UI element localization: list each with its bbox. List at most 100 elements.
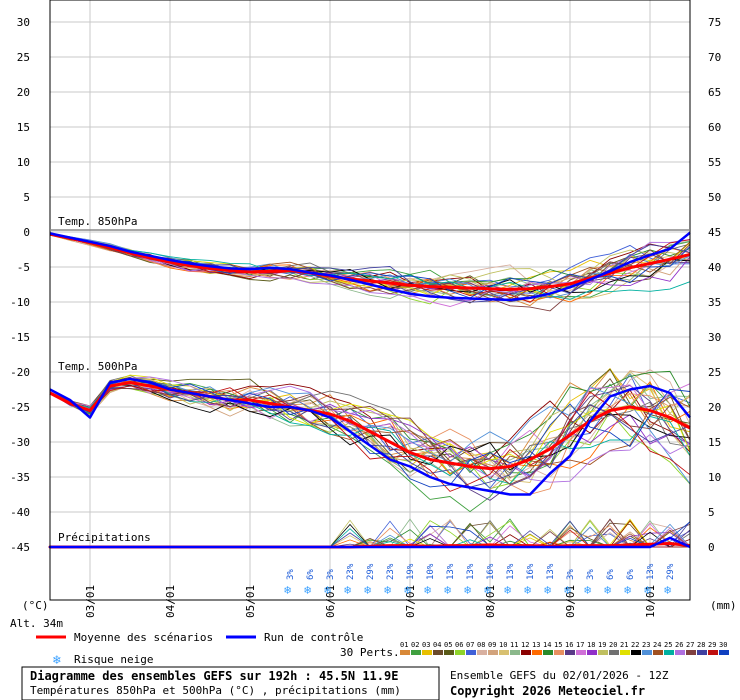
- right-tick-label: 75: [708, 16, 721, 29]
- snowflake-icon: ❄: [404, 583, 411, 597]
- snowflake-icon: ❄: [444, 583, 451, 597]
- perturbation-line: [49, 378, 691, 488]
- perturbation-legend-label: 30: [719, 641, 727, 649]
- snowflake-icon: ❄: [504, 583, 511, 597]
- perturbation-legend-label: 25: [664, 641, 672, 649]
- perturbation-legend-swatch: [488, 650, 498, 655]
- perturbation-legend-label: 01: [400, 641, 408, 649]
- snowflake-icon: ❄: [364, 583, 371, 597]
- snow-risk-label: 3%: [566, 569, 576, 580]
- perturbation-legend-label: 21: [620, 641, 628, 649]
- perturbation-line: [49, 383, 691, 488]
- snow-risk-label: 29%: [366, 563, 376, 580]
- perturbation-legend-swatch: [609, 650, 619, 655]
- copyright: Copyright 2026 Meteociel.fr: [450, 684, 645, 698]
- perturbation-legend: 01 02 03 04 05 06 07 08 09 10 11 12 13 14 15 16 17 18 19 20…: [400, 641, 729, 655]
- left-tick-label: -40: [10, 506, 30, 519]
- legend-perturbations-label: 30 Perts.: [340, 646, 400, 659]
- left-tick-label: 30: [17, 16, 30, 29]
- left-tick-label: -25: [10, 401, 30, 414]
- chart-title: Diagramme des ensembles GEFS sur 192h : …: [30, 669, 398, 683]
- perturbation-line: [49, 376, 691, 483]
- right-tick-label: 30: [708, 331, 721, 344]
- perturbation-legend-label: 13: [532, 641, 540, 649]
- perturbation-line: [49, 233, 691, 300]
- snow-risk-label: 23%: [386, 563, 396, 580]
- perturbation-legend-label: 02: [411, 641, 419, 649]
- perturbation-legend-label: 04: [433, 641, 441, 649]
- right-tick-label: 45: [708, 226, 721, 239]
- perturbation-legend-swatch: [642, 650, 652, 655]
- label-precip: Précipitations: [58, 531, 151, 544]
- perturbation-legend-label: 28: [697, 641, 705, 649]
- perturbation-legend-swatch: [444, 650, 454, 655]
- snowflake-icon: ❄: [524, 583, 531, 597]
- perturbation-legend-label: 18: [587, 641, 595, 649]
- snow-risk-label: 16%: [486, 563, 496, 580]
- perturbation-line: [49, 385, 691, 492]
- snow-risk-label: 13%: [546, 563, 556, 580]
- x-tick-label: 10/01: [644, 585, 657, 618]
- label-t850: Temp. 850hPa: [58, 215, 137, 228]
- snow-risk-label: 6%: [306, 569, 316, 580]
- left-axis-ticks: 30 25 20 15 10 5 0 -5 -10 -15 -20 -25 -30 -35 -40 -45: [10, 16, 30, 554]
- perturbation-legend-label: 03: [422, 641, 430, 649]
- perturbation-line: [49, 233, 691, 299]
- snow-risk-label: 6%: [626, 569, 636, 580]
- perturbation-legend-swatch: [675, 650, 685, 655]
- perturbation-legend-swatch: [576, 650, 586, 655]
- snowflake-icon: ❄: [624, 583, 631, 597]
- left-tick-label: -5: [17, 261, 30, 274]
- perturbation-legend-swatch: [521, 650, 531, 655]
- snow-risk-label: 16%: [526, 563, 536, 580]
- left-tick-label: -35: [10, 471, 30, 484]
- perturbation-legend-swatch: [455, 650, 465, 655]
- perturbation-legend-swatch: [466, 650, 476, 655]
- perturbation-legend-swatch: [532, 650, 542, 655]
- right-unit: (mm): [710, 599, 737, 612]
- snowflake-icon: ❄: [284, 583, 291, 597]
- perturbation-line: [49, 233, 691, 305]
- perturbation-legend-label: 08: [477, 641, 485, 649]
- t850-control-line: [49, 231, 691, 302]
- snow-risk-row: 3% ❄ 6% ❄ 3% ❄ 23% ❄ 29% ❄ 23% ❄ 19% ❄ 10% ❄ 13% ❄ 13% ❄ 16%…: [284, 563, 676, 597]
- snow-risk-label: 23%: [346, 563, 356, 580]
- snowflake-icon: ❄: [344, 583, 351, 597]
- snow-risk-label: 3%: [326, 569, 336, 580]
- x-tick-label: 09/01: [564, 585, 577, 618]
- left-tick-label: -20: [10, 366, 30, 379]
- snowflake-icon: ❄: [604, 583, 611, 597]
- perturbation-line: [49, 233, 691, 299]
- x-tick-label: 06/01: [324, 585, 337, 618]
- label-t500: Temp. 500hPa: [58, 360, 137, 373]
- perturbation-legend-label: 14: [543, 641, 551, 649]
- snowflake-icon: ❄: [424, 583, 431, 597]
- perturbation-legend-swatch: [510, 650, 520, 655]
- perturbation-line: [49, 233, 691, 298]
- left-tick-label: -15: [10, 331, 30, 344]
- right-tick-label: 35: [708, 296, 721, 309]
- perturbation-legend-swatch: [697, 650, 707, 655]
- perturbation-legend-label: 20: [609, 641, 617, 649]
- x-tick-label: 08/01: [484, 585, 497, 618]
- perturbation-legend-label: 17: [576, 641, 584, 649]
- perturbation-legend-swatch: [664, 650, 674, 655]
- perturbation-line: [49, 387, 691, 485]
- right-tick-label: 25: [708, 366, 721, 379]
- right-tick-label: 50: [708, 191, 721, 204]
- x-axis-ticks: 03/01 04/01 05/01 06/01 07/01 08/01 09/01 10/01: [84, 585, 657, 618]
- perturbation-legend-swatch: [719, 650, 729, 655]
- right-tick-label: 0: [708, 541, 715, 554]
- perturbation-legend-swatch: [631, 650, 641, 655]
- altitude: Alt. 34m: [10, 617, 63, 630]
- x-tick-label: 05/01: [244, 585, 257, 618]
- perturbation-legend-swatch: [433, 650, 443, 655]
- left-tick-label: 0: [23, 226, 30, 239]
- perturbation-legend-swatch: [620, 650, 630, 655]
- perturbation-legend-label: 24: [653, 641, 661, 649]
- legend-snow-label: Risque neige: [74, 653, 153, 666]
- snow-risk-label: 13%: [646, 563, 656, 580]
- t500-control-line: [49, 377, 691, 496]
- chart-subtitle: Températures 850hPa et 500hPa (°C) , pré…: [30, 684, 401, 697]
